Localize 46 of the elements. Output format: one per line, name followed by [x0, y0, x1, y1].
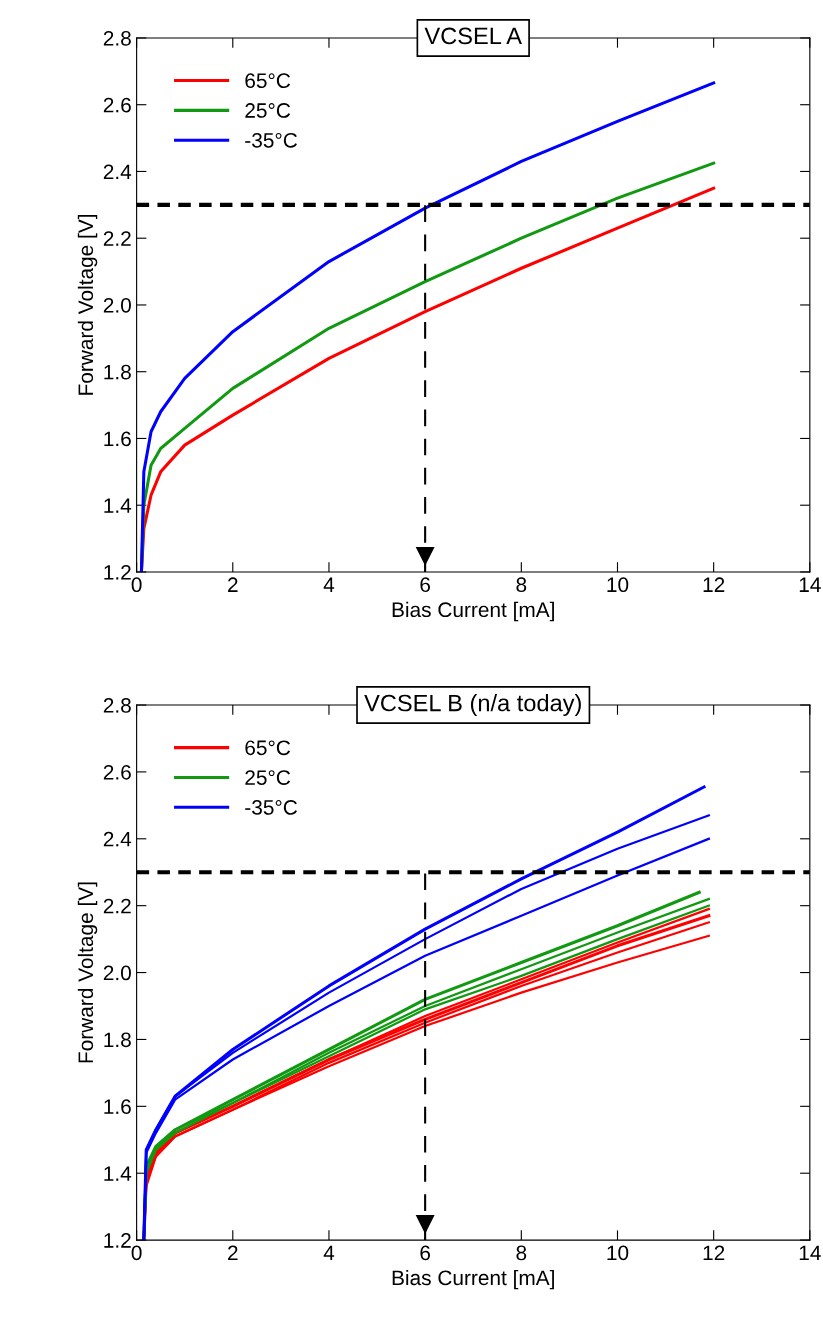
y-tick-label: 2.0 [103, 965, 131, 981]
x-tick-label: 4 [323, 577, 335, 592]
x-tick-label: 8 [516, 1245, 527, 1261]
y-tick-label: 1.2 [104, 1233, 131, 1248]
chart-title: VCSEL B (n/a today) [364, 694, 581, 717]
y-tick-label: 2.4 [103, 164, 132, 180]
legend-label: 65°C [245, 740, 291, 756]
x-tick-label: 14 [799, 1245, 821, 1261]
y-tick-label: 2.8 [103, 30, 131, 46]
x-axis-title: Bias Current [mA] [392, 601, 554, 622]
legend-label: 65°C [245, 73, 291, 89]
legend-label: 25°C [245, 103, 291, 118]
x-tick-label: 6 [420, 1245, 431, 1261]
legend-label: -35°C [245, 132, 298, 148]
y-axis-title: Forward Voltage [V] [77, 882, 98, 1063]
x-tick-label: 2 [228, 577, 238, 592]
y-tick-label: 1.6 [104, 431, 131, 447]
y-tick-label: 2.2 [103, 231, 131, 246]
x-tick-label: 12 [703, 577, 725, 592]
x-tick-label: 0 [131, 1245, 142, 1261]
y-tick-label: 2.6 [103, 764, 131, 780]
y-tick-label: 2.2 [103, 898, 131, 914]
x-tick-label: 8 [516, 577, 527, 593]
x-tick-label: 6 [420, 577, 431, 593]
x-tick-label: 2 [228, 1245, 238, 1261]
x-tick-label: 4 [323, 1245, 335, 1261]
x-tick-label: 10 [607, 577, 629, 593]
y-tick-label: 1.4 [104, 1166, 132, 1181]
legend-label: 25°C [245, 770, 291, 785]
x-tick-label: 10 [607, 1245, 629, 1261]
y-tick-label: 2.0 [103, 297, 131, 313]
y-tick-label: 2.6 [103, 97, 131, 113]
x-tick-label: 12 [703, 1245, 725, 1261]
y-tick-label: 1.6 [104, 1099, 131, 1115]
chart-title: VCSEL A [424, 27, 522, 45]
legend-label: -35°C [245, 800, 298, 815]
y-tick-label: 2.4 [103, 831, 132, 847]
y-tick-label: 2.8 [103, 698, 131, 713]
y-axis-title: Forward Voltage [V] [77, 214, 98, 395]
y-tick-label: 1.8 [104, 1032, 131, 1048]
y-tick-label: 1.8 [104, 364, 131, 380]
x-axis-title: Bias Current [mA] [392, 1269, 554, 1290]
y-tick-label: 1.4 [104, 498, 132, 513]
x-tick-label: 14 [799, 577, 821, 592]
x-tick-label: 0 [131, 577, 142, 593]
y-tick-label: 1.2 [104, 564, 131, 580]
